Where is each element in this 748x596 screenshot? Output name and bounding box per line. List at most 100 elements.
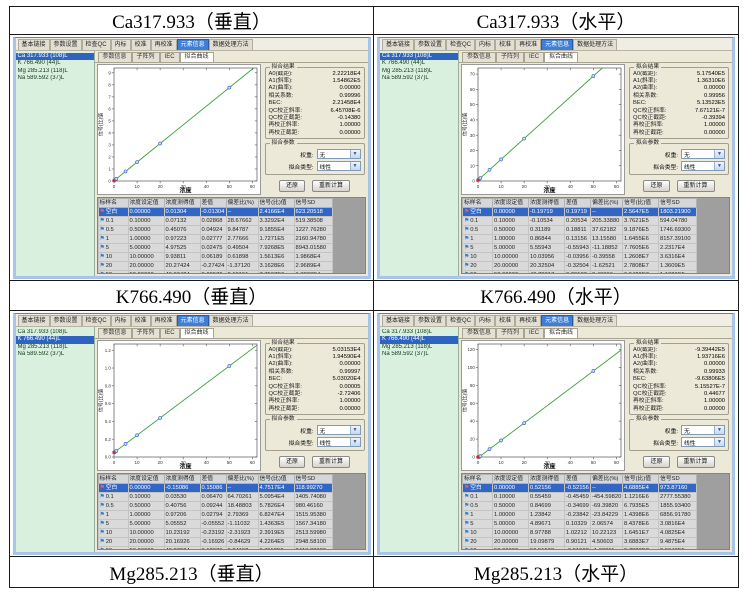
- restore-button[interactable]: 还原: [643, 456, 670, 469]
- menu-tab[interactable]: 元素信息: [541, 38, 574, 50]
- column-header[interactable]: 标样名: [462, 473, 493, 484]
- column-header[interactable]: 浓度设定值: [127, 197, 165, 208]
- data-point[interactable]: [123, 169, 127, 173]
- element-list-item[interactable]: Na 589.592 (37)L: [17, 351, 65, 357]
- sub-tab[interactable]: 参数信息: [462, 51, 497, 62]
- flag-icon[interactable]: ⚑: [99, 235, 105, 242]
- table-row[interactable]: ⚑20 20.00000 19.09879 0.90121 4.50603 3.6883E…: [462, 536, 729, 547]
- table-row[interactable]: ⚑5 5.00000 5.55943 -0.55943 -11.18852 7.7605E…: [462, 242, 729, 253]
- standard-name-cell[interactable]: ⚑50: [462, 545, 493, 549]
- column-header[interactable]: 浓度测得值: [163, 473, 201, 484]
- flag-icon[interactable]: ⚑: [99, 529, 105, 536]
- column-header[interactable]: 偏差比(%): [225, 197, 259, 208]
- fit-type-dropdown[interactable]: 线性 ▼: [681, 437, 725, 448]
- fit-type-dropdown[interactable]: 线性 ▼: [316, 161, 361, 172]
- element-list-item[interactable]: Ca 317.933 (108)L: [380, 52, 458, 60]
- fit-type-dropdown[interactable]: 线性 ▼: [681, 161, 725, 172]
- standard-name-cell[interactable]: ⚑1: [97, 233, 129, 244]
- table-row[interactable]: ⚑5050.0000049.904240.095760.191517.7507E…: [97, 269, 365, 273]
- flag-icon[interactable]: ⚑: [99, 520, 105, 527]
- menu-tab[interactable]: 内标: [475, 314, 496, 326]
- menu-tab[interactable]: 基本链接: [17, 314, 50, 326]
- recalculate-button[interactable]: 重新计算: [312, 456, 351, 469]
- column-header[interactable]: 浓度测得值: [528, 473, 565, 484]
- column-header[interactable]: 差值: [199, 473, 227, 484]
- element-list-item[interactable]: Ca 317.933 (108)L: [15, 52, 94, 60]
- sub-tab[interactable]: 子阵列: [131, 51, 160, 62]
- standard-name-cell[interactable]: ⚑10: [462, 527, 493, 538]
- table-row[interactable]: ⚑1 1.00000 0.97223 0.02777 2.77666 1.7271E5 21…: [97, 233, 365, 244]
- column-header[interactable]: 差值: [199, 197, 227, 208]
- standard-name-cell[interactable]: ⚑5: [97, 518, 129, 529]
- sub-tab[interactable]: 子阵列: [131, 327, 160, 338]
- table-row[interactable]: ⚑20 20.00000 20.16926 -0.16926 -0.84629 4.226…: [97, 536, 365, 547]
- table-row[interactable]: ⚑0.5 0.50000 0.31189 0.18811 37.62182 9.1876E…: [462, 224, 729, 235]
- table-row[interactable]: ⚑0.1 0.10000 0.07132 0.02868 28.67662 3.3292E…: [97, 215, 365, 226]
- column-header[interactable]: 信号(比)值: [622, 473, 659, 484]
- data-point[interactable]: [487, 446, 492, 451]
- menu-tab[interactable]: 检查QC: [446, 38, 476, 50]
- menu-tab[interactable]: 基本链接: [382, 38, 415, 50]
- element-list-item[interactable]: Mg 285.213 (118)L: [382, 67, 433, 74]
- standard-name-cell[interactable]: ⚑10: [97, 251, 129, 262]
- flag-icon[interactable]: ⚑: [464, 548, 469, 549]
- standard-name-cell[interactable]: ⚑空白: [97, 206, 129, 217]
- standard-name-cell[interactable]: ⚑20: [97, 260, 129, 271]
- table-row[interactable]: ⚑5050.0000049.798170.201830.403666.5429E…: [462, 269, 729, 273]
- menu-tab[interactable]: 参数设置: [49, 38, 82, 50]
- menu-tab[interactable]: 元素信息: [176, 314, 209, 326]
- flag-icon[interactable]: ⚑: [99, 511, 105, 518]
- element-list-item[interactable]: Ca 317.933 (108)L: [17, 328, 68, 335]
- column-header[interactable]: 标样名: [462, 197, 493, 208]
- blank-point[interactable]: [112, 178, 115, 182]
- recalculate-button[interactable]: 重新计算: [676, 180, 715, 193]
- menu-tab[interactable]: 校准: [130, 38, 151, 50]
- table-row[interactable]: ⚑0.1 0.10000 0.03530 0.06470 64.70261 5.0954E…: [97, 491, 365, 502]
- column-header[interactable]: 浓度设定值: [127, 473, 165, 484]
- flag-icon[interactable]: ⚑: [464, 529, 470, 536]
- element-list-item[interactable]: Na 589.592 (37)L: [17, 75, 65, 81]
- column-header[interactable]: 偏差比(%): [590, 197, 623, 208]
- table-row[interactable]: ⚑5 5.00000 5.05552 -0.05552 -1.11032 1.4363E5…: [97, 518, 365, 529]
- column-header[interactable]: 浓度设定值: [492, 473, 529, 484]
- sub-tab[interactable]: 参数信息: [97, 51, 132, 62]
- table-row[interactable]: ⚑10 10.00000 10.23192 -0.23192 -2.31923 2.391…: [97, 527, 365, 538]
- menu-tab[interactable]: 元素信息: [541, 314, 574, 326]
- column-header[interactable]: 标样名: [97, 197, 129, 208]
- flag-icon[interactable]: ⚑: [99, 253, 105, 260]
- weight-dropdown[interactable]: 无 ▼: [316, 149, 361, 160]
- standard-name-cell[interactable]: ⚑5: [97, 242, 129, 253]
- column-header[interactable]: 浓度测得值: [163, 197, 201, 208]
- menu-tab[interactable]: 内标: [475, 38, 496, 50]
- element-list-item[interactable]: K 766.490 (44)L: [380, 336, 458, 344]
- sub-tab[interactable]: 参数信息: [97, 327, 132, 338]
- standard-name-cell[interactable]: ⚑50: [462, 269, 493, 273]
- sub-tab[interactable]: IEC: [524, 327, 545, 338]
- flag-icon[interactable]: ⚑: [99, 538, 105, 545]
- data-point[interactable]: [478, 175, 483, 180]
- standard-name-cell[interactable]: ⚑50: [97, 545, 129, 549]
- table-row[interactable]: ⚑5 5.00000 4.89671 0.10329 2.06574 8.4378E6 3.…: [462, 518, 729, 529]
- flag-icon[interactable]: ⚑: [464, 511, 470, 518]
- sub-tab[interactable]: 拟合曲线: [179, 327, 214, 338]
- column-header[interactable]: 差值: [564, 473, 591, 484]
- menu-tab[interactable]: 数据处理方法: [573, 314, 618, 326]
- weight-dropdown[interactable]: 无 ▼: [681, 149, 725, 160]
- standard-name-cell[interactable]: ⚑0.1: [97, 215, 129, 226]
- flag-icon[interactable]: ⚑: [464, 253, 470, 260]
- element-list-item[interactable]: K 766.490 (44)L: [15, 336, 94, 344]
- menu-tab[interactable]: 再校准: [515, 38, 542, 50]
- flag-icon[interactable]: ⚑: [99, 502, 105, 509]
- column-header[interactable]: 浓度测得值: [528, 197, 565, 208]
- sub-tab[interactable]: 参数信息: [462, 327, 497, 338]
- flag-icon[interactable]: ⚑: [464, 235, 470, 242]
- data-point[interactable]: [226, 85, 231, 89]
- data-point[interactable]: [113, 448, 118, 453]
- menu-tab[interactable]: 检查QC: [81, 314, 111, 326]
- data-point[interactable]: [591, 73, 596, 78]
- table-row[interactable]: ⚑空白 0.00000 0.52156 -0.52156 -- 4.6885E4 973.8…: [462, 482, 729, 493]
- standard-name-cell[interactable]: ⚑0.5: [97, 500, 129, 511]
- standard-name-cell[interactable]: ⚑20: [97, 536, 129, 547]
- menu-tab[interactable]: 检查QC: [446, 314, 476, 326]
- menu-tab[interactable]: 基本链接: [382, 314, 415, 326]
